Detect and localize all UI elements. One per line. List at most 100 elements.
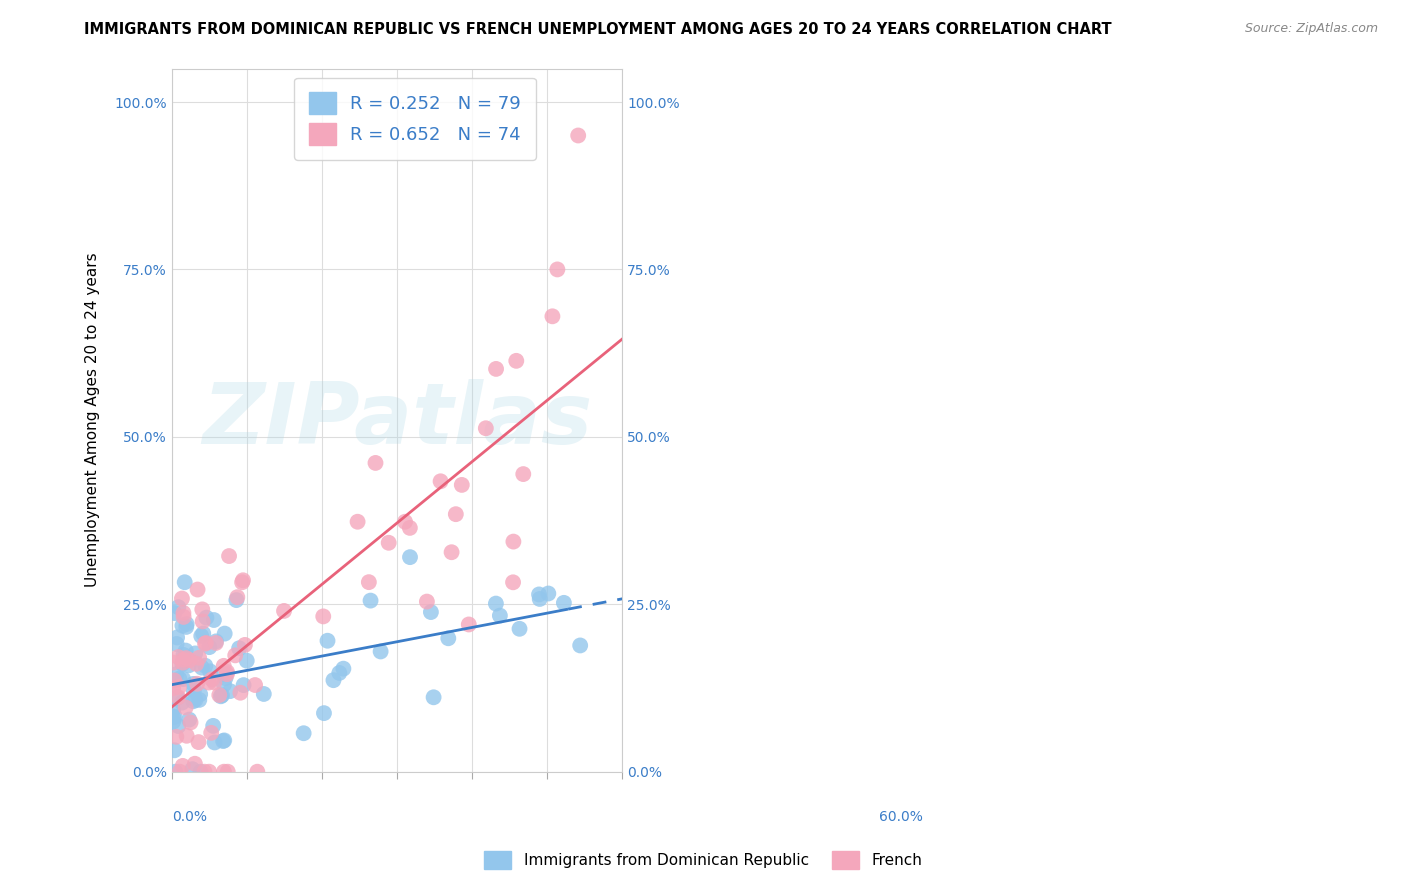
Point [569,639,592,653]
Point [370,644,392,658]
Point [567,128,589,143]
Point [165,764,187,779]
Point [364,456,387,470]
Point [172,618,194,632]
Point [357,575,380,590]
Point [226,590,249,604]
Point [394,515,416,529]
Point [537,586,560,600]
Point [172,672,194,686]
Point [205,636,228,650]
Point [184,693,207,707]
Point [422,690,444,705]
Point [201,673,224,687]
Point [419,605,441,619]
Point [162,681,184,696]
Point [170,696,193,710]
Point [181,677,204,691]
Point [202,675,225,690]
Point [322,673,344,688]
Point [416,594,439,608]
Point [235,654,257,668]
Point [211,689,233,703]
Point [332,662,354,676]
Point [204,735,226,749]
Point [187,735,209,749]
Point [174,643,197,657]
Point [172,759,194,773]
Point [167,690,190,705]
Point [186,657,208,671]
Point [162,710,184,724]
Point [553,596,575,610]
Point [167,680,190,694]
Point [489,608,512,623]
Point [444,507,467,521]
Point [485,362,508,376]
Point [198,764,221,779]
Legend: Immigrants from Dominican Republic, French: Immigrants from Dominican Republic, Fren… [478,845,928,875]
Point [212,733,235,747]
Legend: R = 0.252   N = 79, R = 0.652   N = 74: R = 0.252 N = 79, R = 0.652 N = 74 [294,78,536,160]
Point [502,534,524,549]
Point [527,587,550,601]
Point [202,719,225,733]
Point [163,743,186,757]
Point [162,714,184,729]
Point [232,678,254,692]
Point [179,713,201,727]
Point [437,632,460,646]
Point [214,671,236,685]
Point [169,764,191,779]
Text: IMMIGRANTS FROM DOMINICAN REPUBLIC VS FRENCH UNEMPLOYMENT AMONG AGES 20 TO 24 YE: IMMIGRANTS FROM DOMINICAN REPUBLIC VS FR… [84,22,1112,37]
Point [292,726,315,740]
Point [208,688,231,702]
Point [312,609,335,624]
Point [546,262,568,277]
Point [167,650,190,665]
Point [193,626,215,640]
Point [172,653,194,667]
Point [243,678,266,692]
Point [163,709,186,723]
Point [541,310,564,324]
Point [163,673,186,688]
Point [429,475,451,489]
Point [166,637,188,651]
Point [166,631,188,645]
Point [172,656,194,670]
Point [162,703,184,717]
Text: 0.0%: 0.0% [172,810,207,824]
Point [195,610,218,624]
Point [457,617,479,632]
Point [205,634,228,648]
Point [173,648,195,662]
Point [212,764,235,779]
Point [172,606,194,620]
Point [450,478,472,492]
Point [229,686,252,700]
Point [219,684,242,698]
Point [198,665,221,679]
Point [360,593,382,607]
Point [202,613,225,627]
Point [162,656,184,670]
Point [180,715,202,730]
Point [253,687,276,701]
Point [502,575,524,590]
Point [218,549,240,563]
Point [181,694,204,708]
Point [191,615,214,629]
Point [173,575,195,590]
Point [246,764,269,779]
Point [176,617,198,632]
Point [174,651,197,665]
Point [399,550,422,565]
Point [200,726,222,740]
Point [174,620,197,634]
Point [176,729,198,743]
Point [167,719,190,733]
Point [188,650,211,665]
Point [212,677,235,691]
Point [194,637,217,651]
